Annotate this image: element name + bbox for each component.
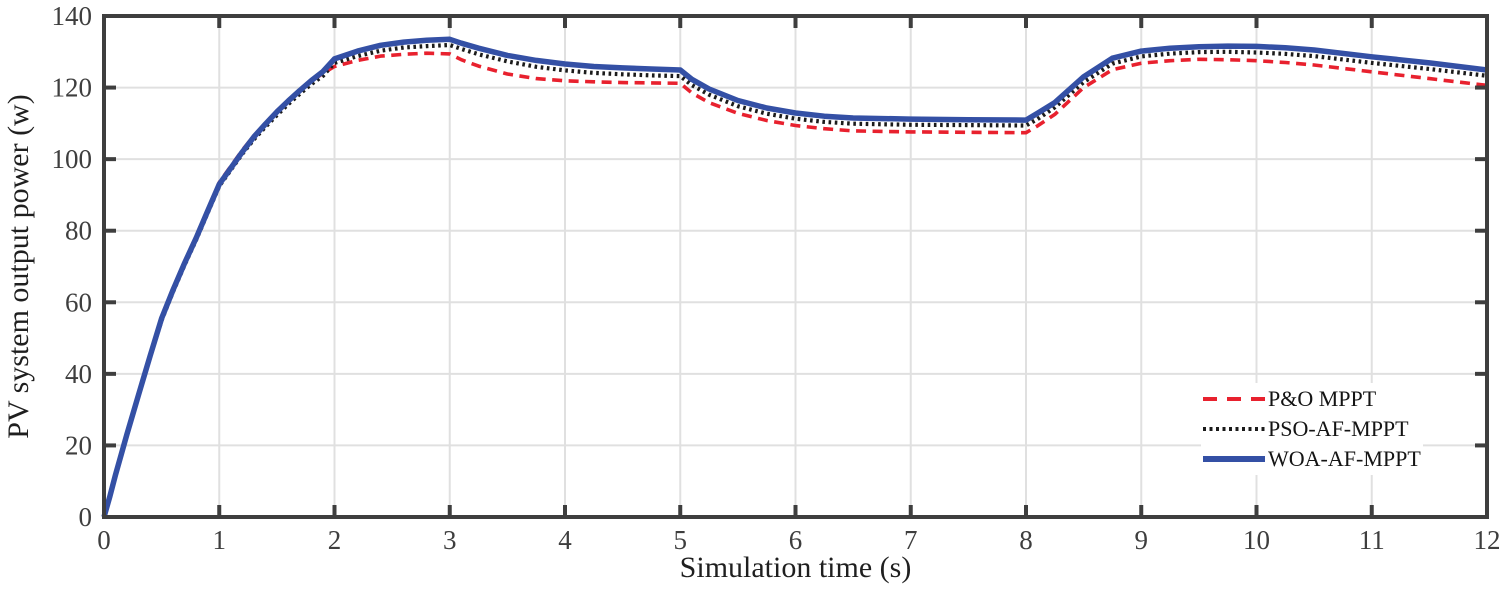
legend-item-woa-af-mppt: WOA-AF-MPPT [1203,444,1421,474]
x-tick-label: 8 [1019,525,1033,555]
y-tick-label: 40 [65,359,92,389]
x-tick-label: 12 [1474,525,1500,555]
legend-label: WOA-AF-MPPT [1268,446,1421,471]
x-tick-label: 7 [904,525,918,555]
y-tick-label: 100 [52,144,93,174]
x-tick-label: 4 [558,525,572,555]
x-tick-label: 5 [674,525,688,555]
axes-frame [102,14,1489,519]
y-tick-label: 140 [52,1,93,31]
y-tick-label: 20 [65,430,92,460]
x-tick-label: 9 [1135,525,1149,555]
x-tick-label: 3 [443,525,457,555]
x-tick-label: 11 [1359,525,1385,555]
dotted-line-swatch [1203,426,1265,432]
y-tick-label: 0 [79,502,93,532]
y-tick-label: 80 [65,216,92,246]
x-tick-label: 10 [1243,525,1270,555]
dashed-line-swatch [1203,396,1265,402]
legend-item-pso-af-mppt: PSO-AF-MPPT [1203,414,1421,444]
y-axis-label: PV system output power (w) [2,94,35,439]
x-tick-label: 6 [789,525,803,555]
legend-item-po-mppt: P&O MPPT [1203,384,1421,414]
x-tick-label: 0 [97,525,111,555]
x-axis-label: Simulation time (s) [679,551,912,584]
legend-label: PSO-AF-MPPT [1268,416,1409,441]
legend-label: P&O MPPT [1268,386,1377,411]
legend: P&O MPPT PSO-AF-MPPT WOA-AF-MPPT [1201,383,1423,475]
solid-line-swatch [1203,456,1265,462]
series-line-2 [101,36,1488,518]
y-tick-label: 60 [65,287,92,317]
x-tick-label: 1 [213,525,227,555]
y-tick-label: 120 [52,73,93,103]
x-tick-label: 2 [328,525,342,555]
